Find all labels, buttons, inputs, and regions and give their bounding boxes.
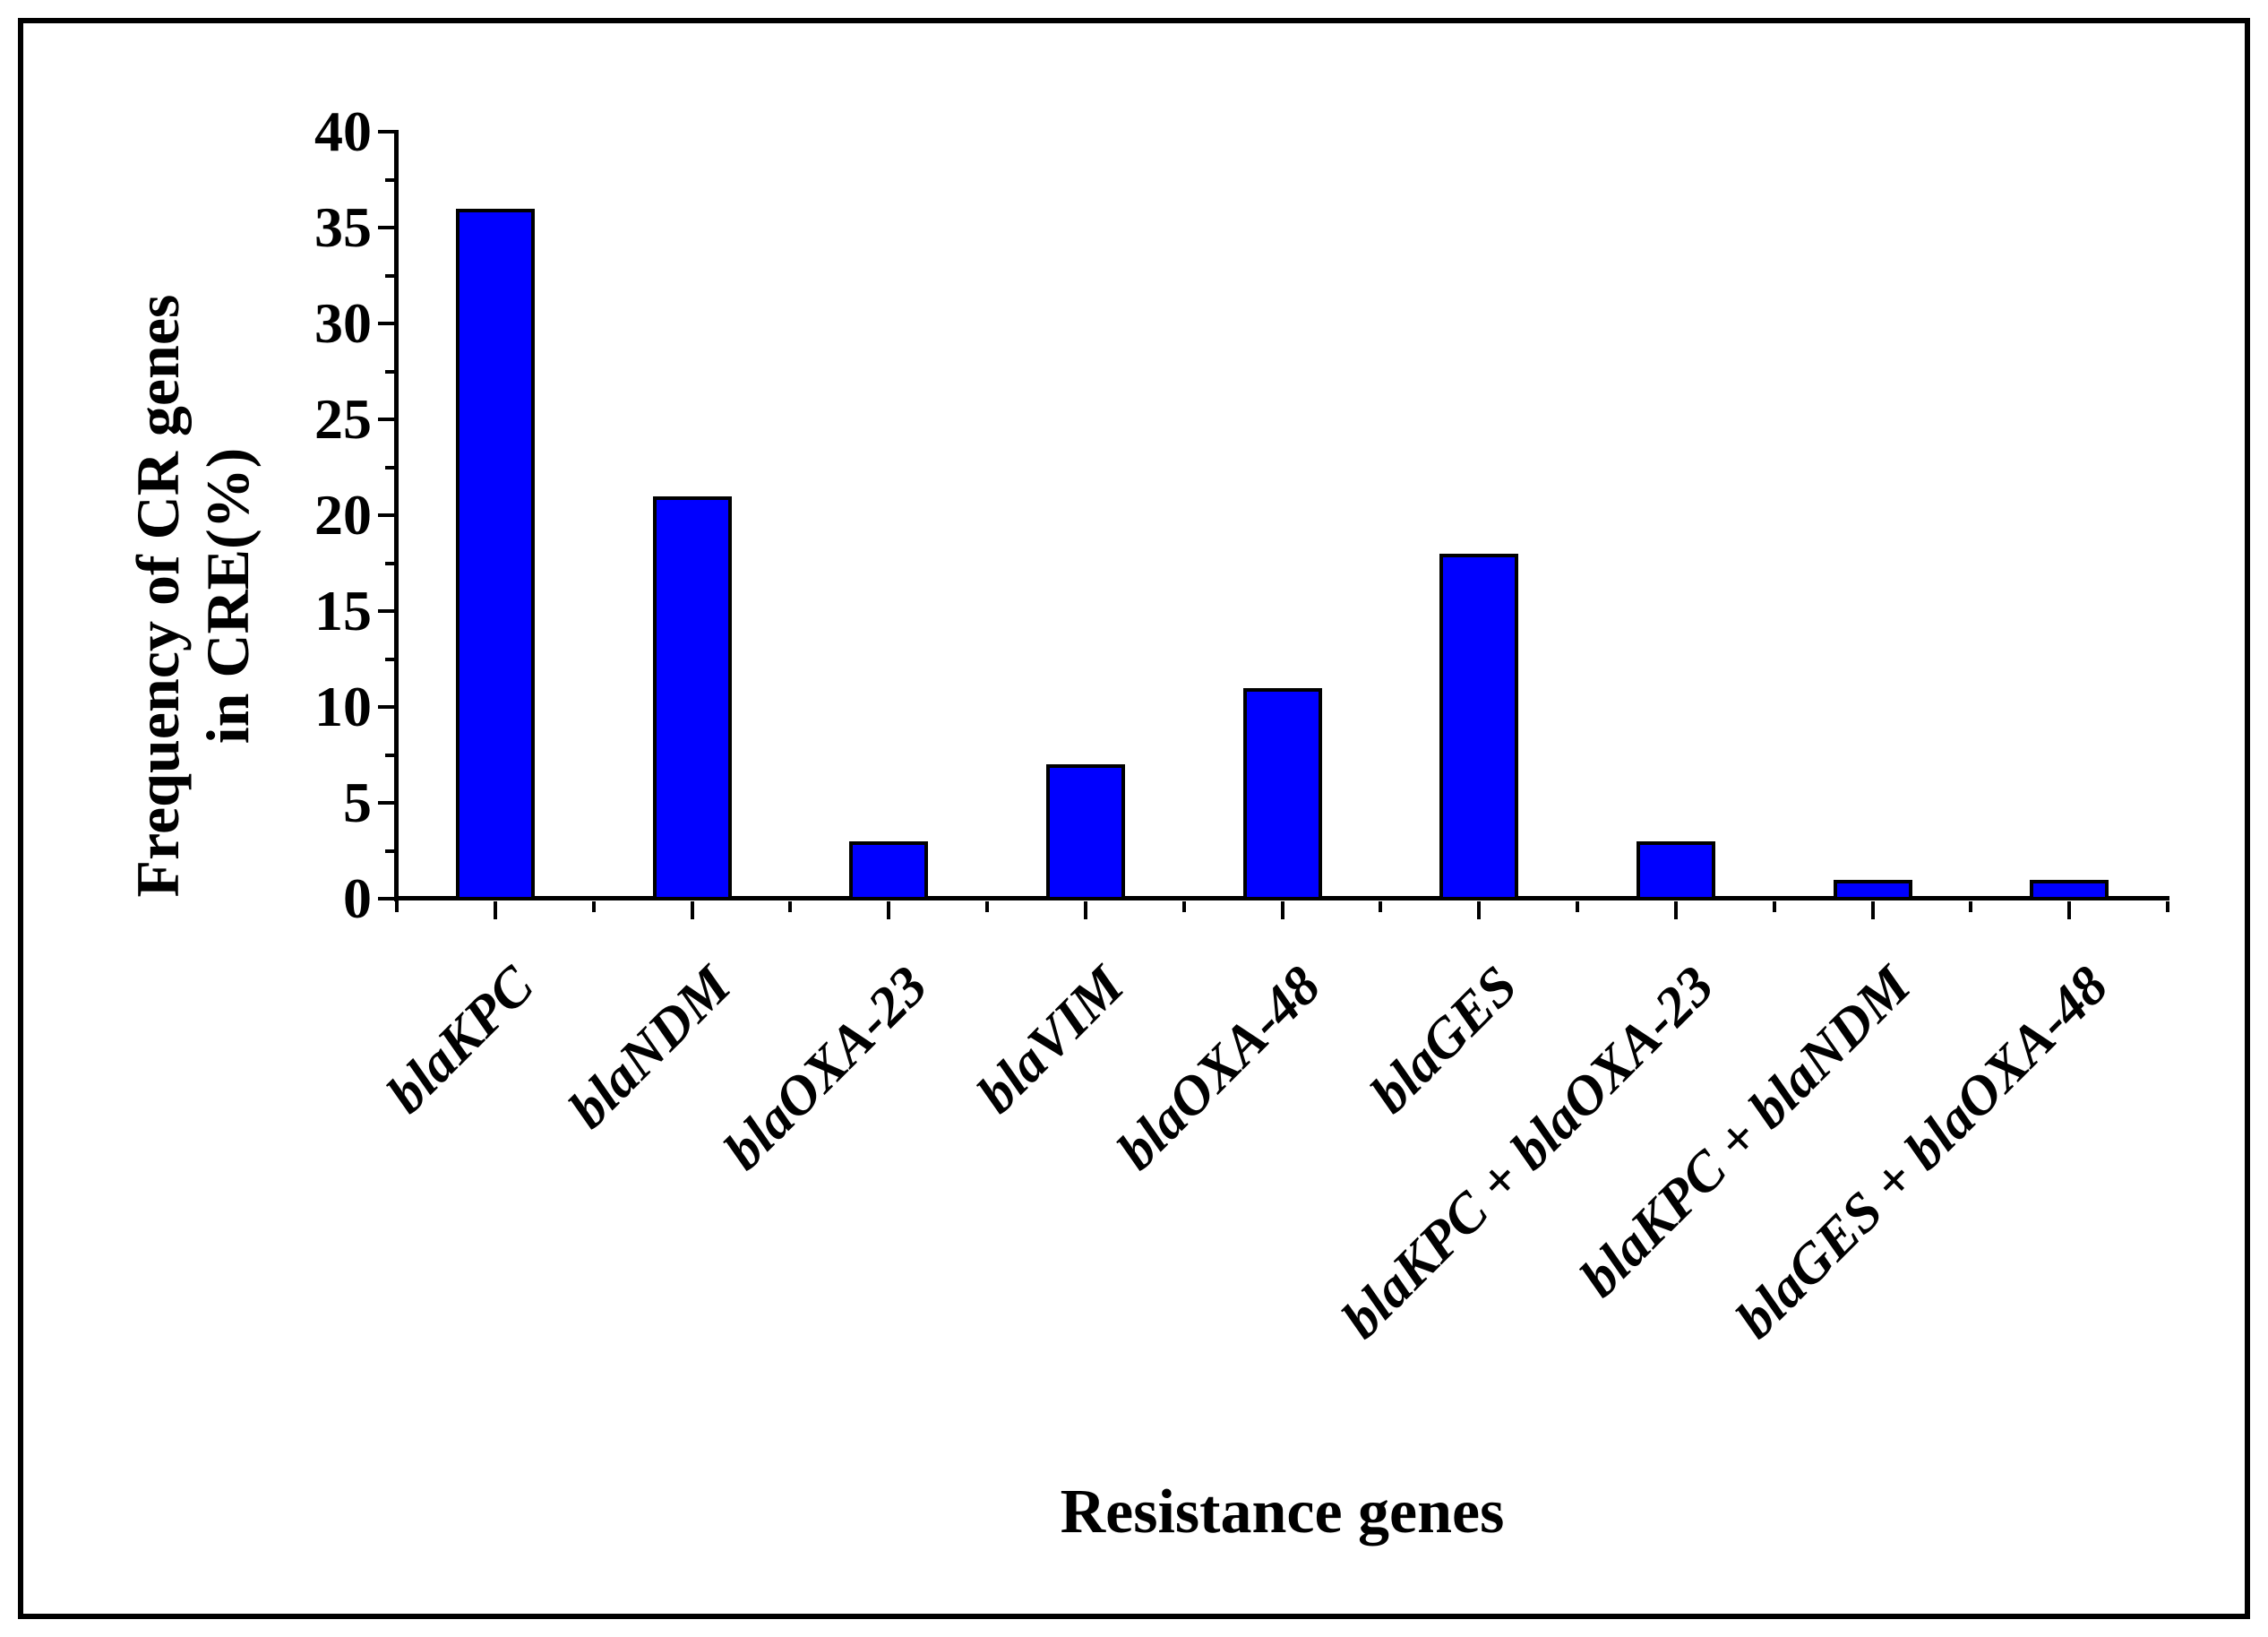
y-major-tick <box>378 897 394 900</box>
y-minor-tick <box>385 849 394 853</box>
bar-blaNDM <box>652 495 732 900</box>
y-major-tick <box>378 513 394 517</box>
y-tick-label: 30 <box>314 291 372 355</box>
x-axis-title: Resistance genes <box>1060 1478 1505 1547</box>
y-major-tick <box>378 418 394 421</box>
y-tick-label: 20 <box>314 483 372 547</box>
y-minor-tick <box>385 369 394 374</box>
y-minor-tick <box>385 177 394 182</box>
bar-blaKPC+blaNDM <box>1833 879 1912 900</box>
x-minor-tick <box>985 901 989 912</box>
x-minor-tick <box>788 901 793 912</box>
y-minor-tick <box>385 465 394 470</box>
x-major-tick <box>493 901 497 919</box>
x-major-tick <box>1477 901 1482 919</box>
y-major-tick <box>378 226 394 229</box>
x-minor-tick <box>1379 901 1383 912</box>
x-minor-tick <box>1969 901 1973 912</box>
y-major-tick <box>378 130 394 134</box>
y-axis-title: Frequency of CR genes in CRE(%) <box>123 58 266 1133</box>
y-minor-tick <box>385 657 394 661</box>
x-minor-tick <box>2166 901 2169 912</box>
y-tick-label: 5 <box>343 771 372 834</box>
y-minor-tick <box>385 273 394 278</box>
y-tick-label: 15 <box>314 579 372 642</box>
y-axis-line <box>394 130 399 901</box>
y-tick-label: 35 <box>314 195 372 259</box>
y-tick-label: 40 <box>314 99 372 163</box>
figure-border <box>18 18 2250 1619</box>
bar-blaKPC <box>455 208 535 900</box>
bar-blaOXA-23 <box>849 840 929 900</box>
bar-blaGES <box>1439 553 1519 900</box>
y-minor-tick <box>385 753 394 757</box>
x-minor-tick <box>591 901 596 912</box>
y-major-tick <box>378 609 394 613</box>
bar-blaOXA-48 <box>1242 687 1322 900</box>
x-minor-tick <box>1772 901 1776 912</box>
bar-blaKPC+blaOXA-23 <box>1636 840 1715 900</box>
y-major-tick <box>378 801 394 805</box>
x-major-tick <box>1083 901 1087 919</box>
y-major-tick <box>378 705 394 709</box>
y-tick-label: 25 <box>314 387 372 451</box>
x-major-tick <box>1870 901 1875 919</box>
y-tick-label: 10 <box>314 675 372 738</box>
bar-blaGES+blaOXA-48 <box>2030 879 2109 900</box>
bar-blaVIM <box>1045 764 1125 900</box>
y-tick-label: 0 <box>343 866 372 930</box>
x-major-tick <box>690 901 694 919</box>
x-major-tick <box>2067 901 2072 919</box>
x-major-tick <box>887 901 891 919</box>
x-minor-tick <box>1181 901 1186 912</box>
y-axis-title-line1: Frequency of CR genes <box>124 294 192 898</box>
x-major-tick <box>1673 901 1678 919</box>
x-minor-tick <box>395 901 399 912</box>
x-minor-tick <box>1576 901 1579 912</box>
y-major-tick <box>378 322 394 325</box>
x-major-tick <box>1280 901 1284 919</box>
y-minor-tick <box>385 561 394 565</box>
y-axis-title-line2: in CRE(%) <box>193 447 262 745</box>
